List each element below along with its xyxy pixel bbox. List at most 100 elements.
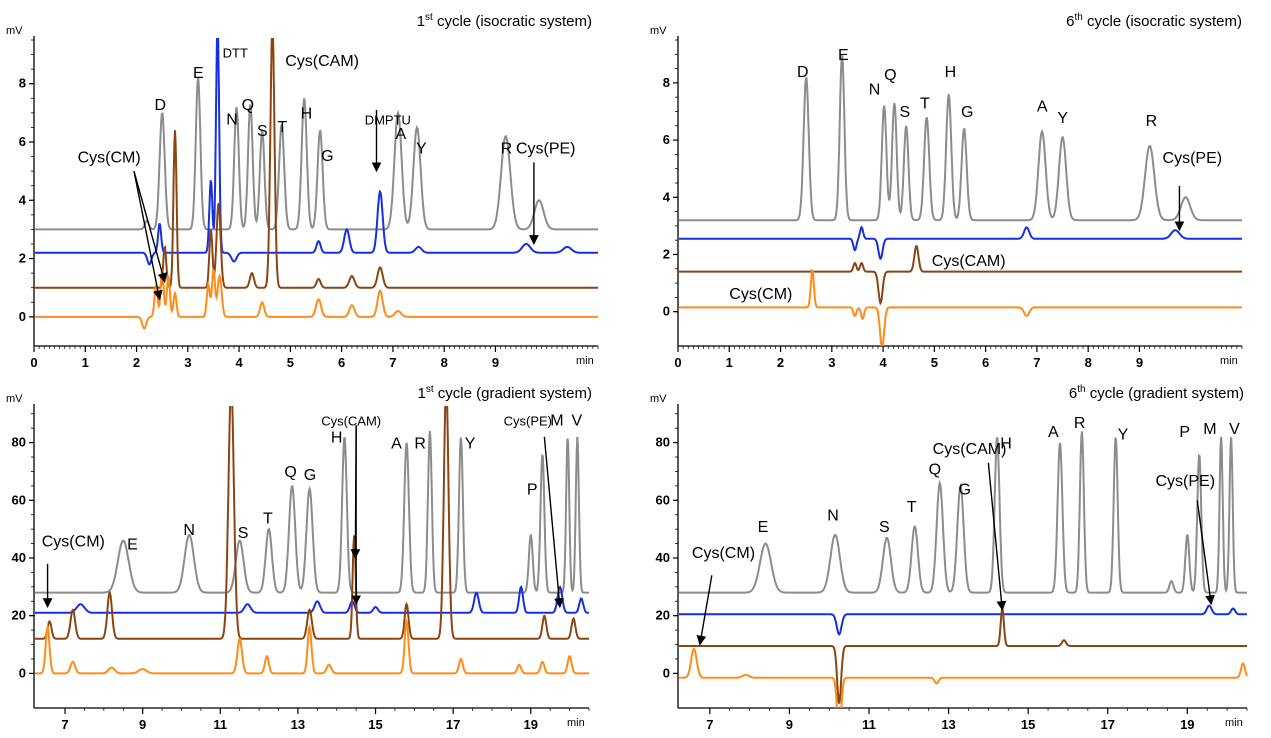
peak-label: T bbox=[263, 510, 273, 527]
title-text: cycle (gradient system) bbox=[1086, 385, 1244, 402]
x-tick-label: 0 bbox=[30, 355, 37, 370]
peak-label: S bbox=[879, 519, 890, 536]
peak-label: D bbox=[154, 97, 166, 114]
peak-label: Q bbox=[929, 461, 941, 478]
peak-label: M bbox=[1203, 421, 1216, 438]
x-tick-label: 5 bbox=[931, 355, 938, 370]
peak-arrow bbox=[350, 425, 361, 559]
series-trace-3 bbox=[679, 245, 1242, 306]
title-number: 6 bbox=[1069, 385, 1077, 402]
title-superscript: st bbox=[426, 384, 434, 395]
y-tick-label: 40 bbox=[12, 550, 26, 565]
series-trace-2 bbox=[679, 225, 1242, 261]
x-tick-label: 19 bbox=[1180, 717, 1194, 732]
x-tick-label: 7 bbox=[1033, 355, 1040, 370]
y-tick-label: 0 bbox=[663, 304, 670, 319]
x-tick-label: 9 bbox=[1136, 355, 1143, 370]
peak-label: Cys(CAM) bbox=[932, 253, 1006, 270]
x-tick-label: 3 bbox=[828, 355, 835, 370]
peak-label: Cys(PE) bbox=[1155, 473, 1215, 490]
y-tick-label: 4 bbox=[663, 189, 671, 204]
x-tick-label: 5 bbox=[287, 355, 294, 370]
peak-label: Q bbox=[242, 97, 254, 114]
peak-label: H bbox=[331, 430, 343, 447]
x-tick-label: 13 bbox=[941, 717, 955, 732]
x-tick-label: 9 bbox=[786, 717, 793, 732]
peak-label: Cys(CM) bbox=[42, 533, 105, 550]
x-tick-label: 4 bbox=[879, 355, 887, 370]
x-tick-label: 15 bbox=[1021, 717, 1035, 732]
x-axis-unit: min bbox=[1220, 355, 1238, 367]
x-tick-label: 2 bbox=[133, 355, 140, 370]
peak-label: Cys(PE) bbox=[1163, 150, 1223, 167]
x-tick-label: 17 bbox=[446, 717, 460, 732]
title-number: 6 bbox=[1066, 13, 1074, 30]
peak-label: E bbox=[193, 65, 204, 82]
series-trace-4 bbox=[679, 268, 1242, 346]
title-superscript: st bbox=[425, 12, 433, 23]
x-axis-unit: min bbox=[576, 355, 594, 367]
peak-label: P bbox=[527, 482, 538, 499]
peak-label: Q bbox=[884, 67, 896, 84]
peak-arrow bbox=[133, 171, 163, 301]
series-trace-1 bbox=[35, 77, 598, 231]
y-tick-label: 8 bbox=[663, 75, 670, 90]
peak-label: N bbox=[869, 81, 881, 98]
peak-label: E bbox=[838, 47, 849, 64]
x-tick-label: 17 bbox=[1100, 717, 1114, 732]
x-tick-label: 19 bbox=[524, 717, 538, 732]
x-tick-label: 8 bbox=[1085, 355, 1092, 370]
series-trace-2 bbox=[35, 584, 589, 614]
peak-label: S bbox=[257, 123, 268, 140]
chart-title: 1st cycle (gradient system) bbox=[417, 384, 592, 402]
peak-label: E bbox=[758, 519, 769, 536]
peak-label: Y bbox=[465, 435, 476, 452]
peak-label: N bbox=[183, 522, 195, 539]
title-text: cycle (isocratic system) bbox=[1083, 13, 1242, 30]
y-tick-label: 80 bbox=[656, 435, 670, 450]
peak-label: A bbox=[395, 126, 406, 143]
peak-label: G bbox=[961, 104, 973, 121]
y-tick-label: 8 bbox=[19, 76, 26, 91]
chart-title: 6th cycle (isocratic system) bbox=[1066, 12, 1242, 30]
title-number: 1 bbox=[417, 385, 425, 402]
peak-label: Cys(CM) bbox=[78, 149, 141, 166]
peak-label: Y bbox=[1118, 427, 1129, 444]
peak-label: Cys(CAM) bbox=[933, 441, 1007, 458]
chart-title: 1st cycle (isocratic system) bbox=[417, 12, 592, 30]
y-axis-unit: mV bbox=[650, 393, 667, 405]
peak-label: Cys(CM) bbox=[729, 286, 792, 303]
peak-label: N bbox=[827, 508, 839, 525]
x-tick-label: 1 bbox=[82, 355, 89, 370]
x-tick-label: 9 bbox=[139, 717, 146, 732]
peak-label: R bbox=[414, 435, 426, 452]
y-tick-label: 6 bbox=[663, 132, 670, 147]
series-trace-3 bbox=[35, 38, 598, 289]
peak-arrow bbox=[987, 462, 1007, 611]
y-axis-unit: mV bbox=[6, 25, 23, 37]
peak-label: H bbox=[301, 106, 313, 123]
peak-label: Cys(CAM) bbox=[285, 53, 359, 70]
x-tick-label: 11 bbox=[862, 717, 876, 732]
chart-title: 6th cycle (gradient system) bbox=[1069, 384, 1244, 402]
x-tick-label: 7 bbox=[706, 717, 713, 732]
peak-label: A bbox=[1048, 424, 1059, 441]
y-tick-label: 2 bbox=[19, 251, 26, 266]
x-tick-label: 8 bbox=[441, 355, 448, 370]
peak-label: Cys(PE) bbox=[504, 413, 552, 428]
y-tick-label: 80 bbox=[12, 435, 26, 450]
title-text: cycle (gradient system) bbox=[434, 385, 592, 402]
series-trace-2 bbox=[35, 38, 598, 266]
y-tick-label: 60 bbox=[12, 492, 26, 507]
x-tick-label: 0 bbox=[674, 355, 681, 370]
peak-label: Cys(PE) bbox=[516, 141, 576, 158]
title-number: 1 bbox=[417, 13, 425, 30]
x-tick-label: 2 bbox=[777, 355, 784, 370]
peak-label: G bbox=[321, 148, 333, 165]
x-axis-unit: min bbox=[1225, 717, 1243, 729]
y-axis-unit: mV bbox=[650, 25, 667, 37]
peak-label: H bbox=[945, 64, 957, 81]
y-axis-unit: mV bbox=[6, 393, 23, 405]
peak-label: M bbox=[550, 412, 563, 429]
